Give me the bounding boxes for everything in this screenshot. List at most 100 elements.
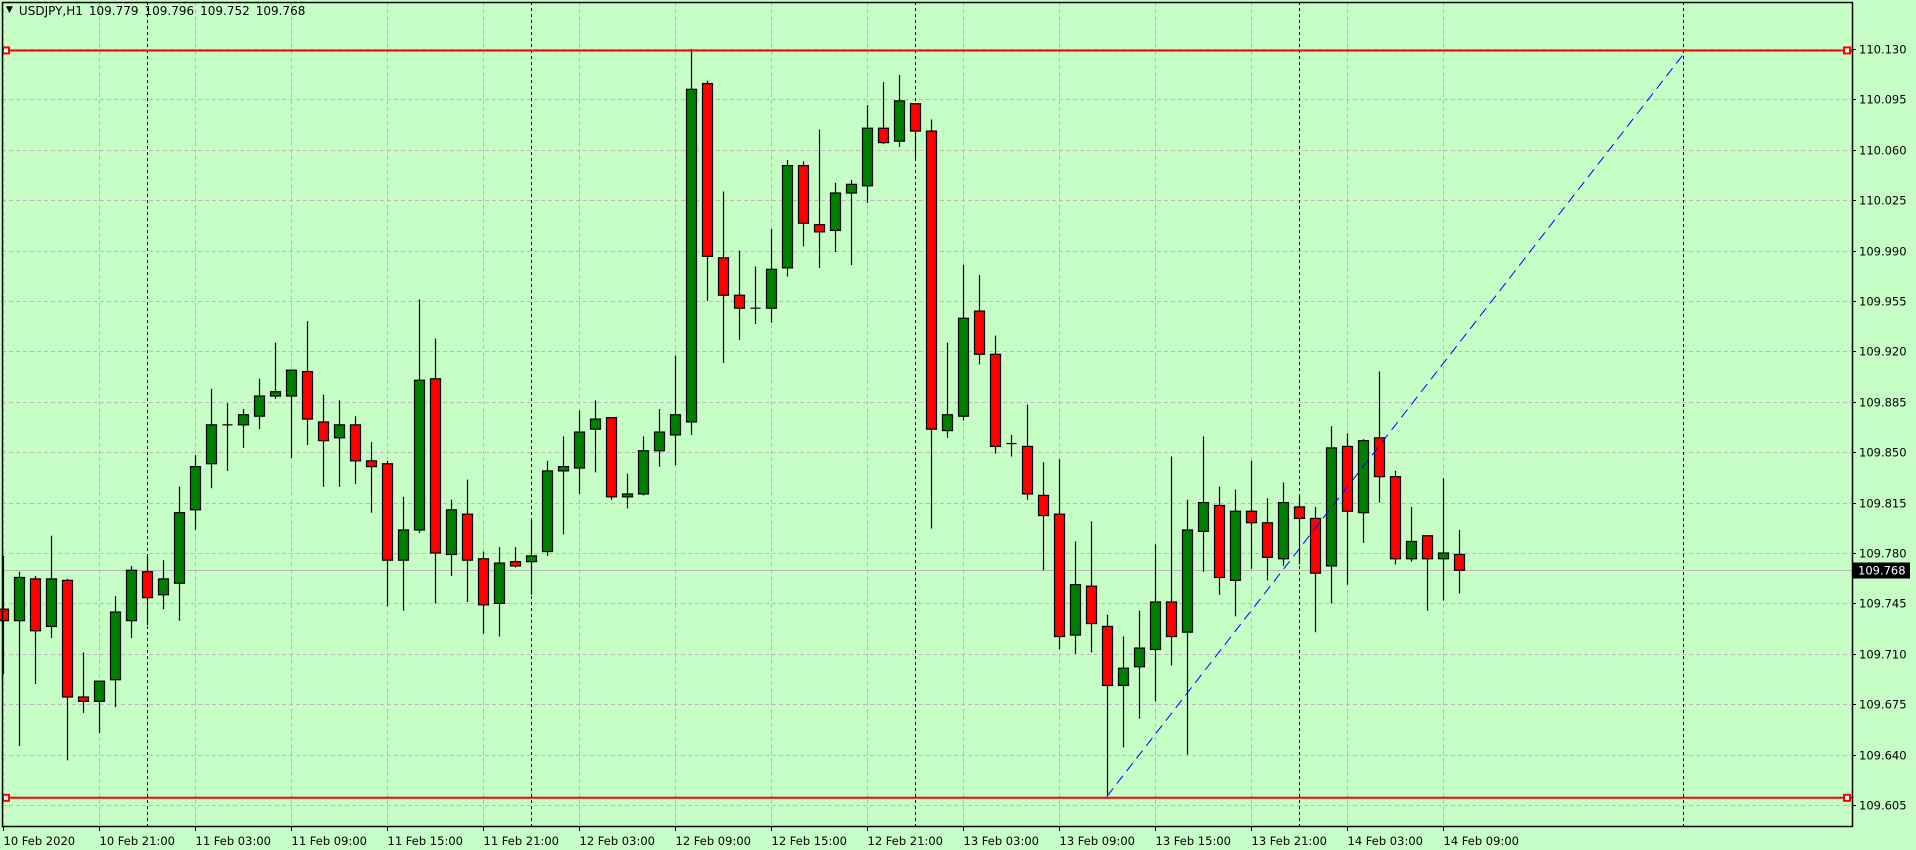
candle-bear[interactable] — [1309, 517, 1322, 574]
candle-bull[interactable] — [765, 268, 778, 309]
candle-bull[interactable] — [1277, 502, 1290, 560]
candle-bull[interactable] — [1069, 584, 1082, 636]
candle-bull[interactable] — [1133, 647, 1146, 668]
candle-bear[interactable] — [877, 127, 890, 144]
candle-bear[interactable] — [509, 561, 522, 567]
candle-bear[interactable] — [733, 294, 746, 309]
candle-bull[interactable] — [1325, 447, 1338, 567]
candle-bear[interactable] — [77, 696, 90, 702]
candle-bear[interactable] — [925, 130, 938, 430]
candle-bull[interactable] — [93, 680, 106, 702]
candle-bear[interactable] — [1101, 625, 1114, 687]
candle-bear[interactable] — [1453, 553, 1466, 571]
candle-bull[interactable] — [285, 369, 298, 397]
candle-bear[interactable] — [909, 103, 922, 132]
candle-bull[interactable] — [573, 431, 586, 469]
candle-bull[interactable] — [125, 569, 138, 622]
candle-bull[interactable] — [237, 414, 250, 426]
candle-bear[interactable] — [349, 424, 362, 462]
line-handle-left[interactable] — [2, 793, 10, 802]
candle-bear[interactable] — [973, 310, 986, 355]
candle-bear[interactable] — [477, 558, 490, 606]
candle-bear[interactable] — [1389, 476, 1402, 560]
candle-bull[interactable] — [653, 431, 666, 452]
candle-bull[interactable] — [589, 418, 602, 430]
candle-bear[interactable] — [429, 378, 442, 554]
candle-bull[interactable] — [685, 88, 698, 423]
candle-bull[interactable] — [941, 414, 954, 432]
candle-bear[interactable] — [1165, 601, 1178, 638]
candle-bear[interactable] — [0, 608, 10, 622]
candle-bull[interactable] — [621, 493, 634, 498]
candle-bull[interactable] — [861, 127, 874, 187]
candle-bear[interactable] — [317, 421, 330, 442]
candle-bull[interactable] — [845, 183, 858, 194]
candle-bull[interactable] — [541, 470, 554, 553]
candle-bull[interactable] — [205, 424, 218, 465]
x-tick-label: 10 Feb 21:00 — [100, 834, 175, 848]
candle-bull[interactable] — [45, 578, 58, 628]
candle-bull[interactable] — [525, 555, 538, 563]
triangle-down-icon[interactable]: ▼ — [6, 5, 13, 15]
candle-bull[interactable] — [493, 562, 506, 605]
candle-bull[interactable] — [445, 509, 458, 556]
candle-bull[interactable] — [397, 529, 410, 561]
candle-bull[interactable] — [1149, 601, 1162, 651]
candle-bear[interactable] — [813, 224, 826, 233]
candle-bear[interactable] — [61, 579, 74, 698]
candle-bull[interactable] — [781, 165, 794, 269]
candle-bull[interactable] — [829, 192, 842, 232]
candle-bull[interactable] — [1405, 540, 1418, 560]
candle-bull[interactable] — [1357, 440, 1370, 514]
candle-bull[interactable] — [957, 317, 970, 417]
candle-bull[interactable] — [1229, 510, 1242, 581]
candle-bear[interactable] — [1037, 494, 1050, 517]
candle-bull[interactable] — [669, 414, 682, 436]
candle-bear[interactable] — [605, 417, 618, 498]
candle-bull[interactable] — [269, 391, 282, 397]
candle-bull[interactable] — [893, 100, 906, 142]
candle-bull[interactable] — [13, 576, 26, 622]
candle-bull[interactable] — [1437, 552, 1450, 560]
candle-bull[interactable] — [557, 466, 570, 472]
candle-bull[interactable] — [1197, 502, 1210, 533]
candle-bear[interactable] — [1373, 437, 1386, 478]
candle-bear[interactable] — [141, 571, 154, 599]
line-handle-left[interactable] — [2, 46, 10, 55]
candle-bull[interactable] — [253, 395, 266, 417]
candle-bear[interactable] — [717, 257, 730, 296]
trendline[interactable] — [1106, 54, 1684, 797]
candle-bear[interactable] — [301, 370, 314, 420]
candle-bear[interactable] — [1261, 522, 1274, 558]
candle-bear[interactable] — [365, 460, 378, 468]
candle-bear[interactable] — [1213, 504, 1226, 579]
candle-bear[interactable] — [1053, 513, 1066, 638]
candle-bear[interactable] — [1341, 445, 1354, 512]
candle-bear[interactable] — [1421, 535, 1434, 560]
candle-bull[interactable] — [1117, 667, 1130, 687]
candle-bear[interactable] — [1245, 510, 1258, 524]
candle-bull[interactable] — [413, 379, 426, 531]
candle-bear[interactable] — [1293, 506, 1306, 520]
candle-bull[interactable] — [1181, 529, 1194, 633]
candle-bull[interactable] — [173, 512, 186, 584]
candle-bull[interactable] — [189, 466, 202, 511]
line-handle-right[interactable] — [1843, 46, 1851, 55]
candle-bear[interactable] — [701, 82, 714, 257]
candle-bear[interactable] — [381, 463, 394, 561]
candle-bull[interactable] — [157, 578, 170, 596]
current-price-label-bg — [1853, 562, 1910, 579]
line-handle-right[interactable] — [1843, 793, 1851, 802]
candle-bear[interactable] — [797, 165, 810, 224]
candle-bear[interactable] — [29, 578, 42, 632]
candle-bull[interactable] — [637, 450, 650, 495]
candle-bear[interactable] — [1021, 445, 1034, 495]
candle-bull[interactable] — [109, 611, 122, 681]
candle-bear[interactable] — [989, 353, 1002, 448]
x-tick-label: 13 Feb 21:00 — [1252, 834, 1327, 848]
candle-bull[interactable] — [333, 424, 346, 439]
candle-bear[interactable] — [1085, 585, 1098, 625]
candle-bear[interactable] — [461, 513, 474, 561]
x-tick-label: 11 Feb 21:00 — [484, 834, 559, 848]
